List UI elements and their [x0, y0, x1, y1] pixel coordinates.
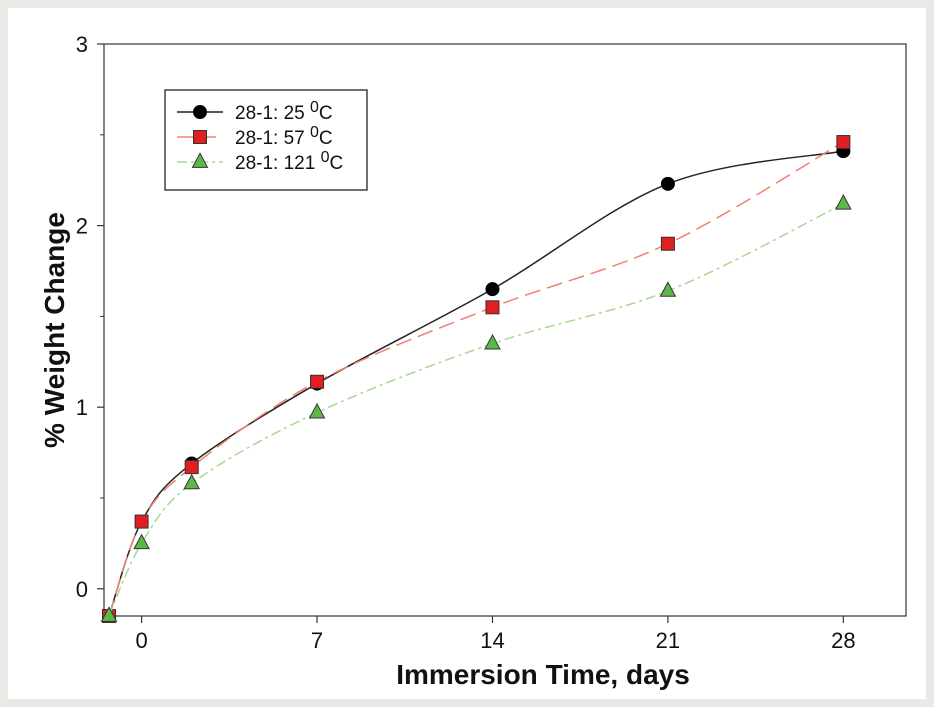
series-layer: [100, 135, 852, 623]
data-point-square: [134, 514, 149, 529]
data-point-square: [836, 135, 851, 150]
legend-marker: [193, 130, 207, 144]
data-point-triangle: [484, 333, 501, 350]
y-tick-label: 2: [76, 214, 88, 239]
data-point-circle: [660, 176, 675, 191]
series-line: [108, 150, 844, 617]
x-tick-label: 28: [831, 628, 855, 653]
data-point-square: [485, 300, 500, 315]
data-point-circle: [485, 282, 500, 297]
data-point-square: [184, 460, 199, 475]
data-point-triangle: [183, 473, 201, 490]
data-point-square: [310, 374, 325, 389]
legend-marker: [191, 152, 209, 168]
legend-marker: [193, 105, 207, 119]
x-tick-label: 21: [656, 628, 680, 653]
data-point-triangle: [133, 533, 150, 550]
legend-label: 28-1: 25 0C: [235, 99, 333, 124]
data-point-triangle: [659, 281, 677, 297]
series-2: [102, 135, 851, 623]
x-tick-label: 0: [135, 628, 147, 653]
y-axis-title: % Weight Change: [39, 212, 70, 448]
plot-area-frame: [103, 43, 907, 617]
data-point-triangle: [308, 402, 326, 419]
legend-label: 28-1: 57 0C: [235, 124, 333, 149]
x-tick-label: 14: [480, 628, 504, 653]
series-line: [108, 203, 844, 617]
data-point-triangle: [100, 606, 118, 622]
y-tick-label: 1: [76, 395, 88, 420]
series-1: [102, 144, 851, 623]
data-point-square: [660, 236, 675, 251]
axis-layer: 0 7 14 21 28 0 1 2 3: [76, 32, 856, 653]
legend-label: 28-1: 121 0C: [235, 149, 343, 174]
y-tick-label: 3: [76, 32, 88, 57]
x-axis-title: Immersion Time, days: [396, 659, 690, 690]
data-point-triangle: [835, 194, 852, 210]
series-3: [100, 194, 852, 622]
series-line: [108, 141, 844, 617]
y-tick-label: 0: [76, 577, 88, 602]
chart-card: 0 7 14 21 28 0 1 2 3 28-1: 25 0C 28-1: 57 0C 28-1:…: [8, 8, 926, 699]
x-tick-label: 7: [311, 628, 323, 653]
